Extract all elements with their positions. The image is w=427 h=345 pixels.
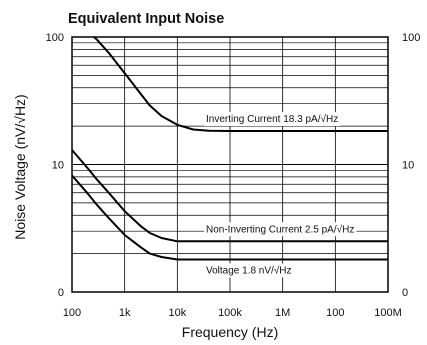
x-tick-label: 100 [326,307,344,319]
y-tick-labels-left: 0 10 100 [46,32,64,299]
x-axis-label: Frequency (Hz) [182,324,278,340]
grid-lines [72,37,388,292]
series-line-voltage [72,174,388,261]
annotation-background [203,112,341,127]
x-tick-label: 1M [275,307,290,319]
y-axis-label: Noise Voltage (nV/√Hz) [12,94,28,239]
y-tick-label-left: 100 [46,32,64,44]
x-tick-label: 100k [218,307,242,319]
annotation-background [203,263,294,278]
chart-title: Equivalent Input Noise [68,11,224,27]
series-line-inverting-current [92,37,388,132]
series-group [72,37,388,261]
annotation-label: Inverting Current 18.3 pA/√Hz [206,113,338,125]
annotation-background [203,222,357,237]
y-tick-label-right: 100 [402,32,420,44]
y-tick-label-right: 0 [402,287,408,299]
y-tick-label-right: 10 [402,160,414,172]
annotations-group: Inverting Current 18.3 pA/√Hz Non-Inverti… [203,112,357,278]
y-tick-label-left: 10 [52,160,64,172]
x-tick-label: 10k [168,307,186,319]
annotation-label: Voltage 1.8 nV/√Hz [206,264,292,276]
x-tick-label: 100M [374,307,402,319]
annotation-label: Non-Inverting Current 2.5 pA/√Hz [206,223,354,235]
x-tick-label: 100 [63,307,81,319]
y-tick-labels-right: 0 10 100 [402,32,420,299]
y-tick-label-left: 0 [58,287,64,299]
x-tick-labels: 100 1k 10k 100k 1M 100 100M [63,307,402,319]
plot-frame [71,36,389,293]
x-tick-label: 1k [119,307,131,319]
series-line-non-inverting-current [72,149,388,243]
